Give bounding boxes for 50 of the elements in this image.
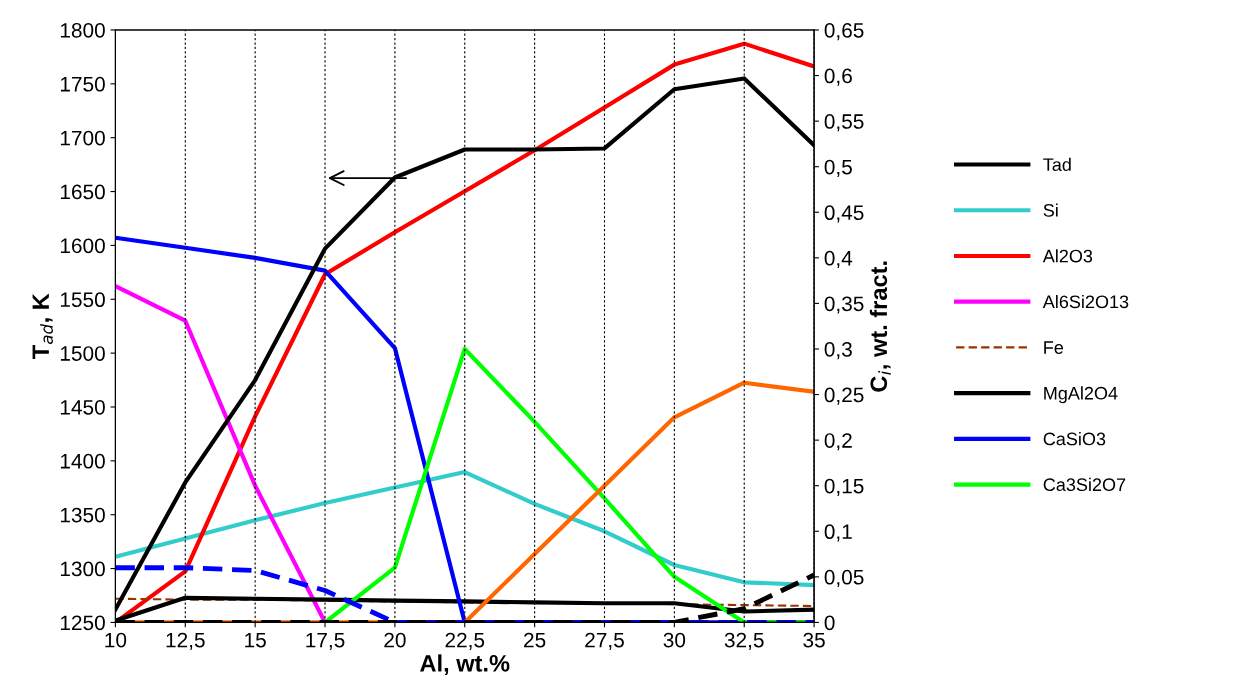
y2-tick-label: 0,4 xyxy=(824,250,853,269)
legend-label: Si xyxy=(1043,203,1058,217)
line-series xyxy=(115,469,815,588)
y-axis-title: T$_{ad}$, K xyxy=(32,293,53,359)
legend-label: MgAl2O4 xyxy=(1044,386,1118,404)
x-tick-label: 10 xyxy=(105,632,127,648)
y2-tick-label: 0,5 xyxy=(824,159,852,177)
y2-tick-label: 0,6 xyxy=(824,68,852,86)
legend-label: Al2O3 xyxy=(1042,249,1093,263)
y-tick-label: 1400 xyxy=(60,453,105,469)
x-axis-title: Al, wt.% xyxy=(420,654,510,676)
y-tick-label: 1700 xyxy=(60,130,105,146)
y2-tick-label: 0 xyxy=(824,615,835,631)
y2-tick-label: 0,15 xyxy=(824,478,864,496)
legend-label: Ca3Si2O7 xyxy=(1043,477,1126,492)
x-tick-label: 17,5 xyxy=(306,632,345,650)
x-tick-label: 20 xyxy=(384,632,406,648)
y2-tick-label: 0,25 xyxy=(824,387,864,405)
y2-tick-label: 0,05 xyxy=(824,569,864,588)
x-tick-label: 15 xyxy=(245,632,266,648)
y-tick-label: 1500 xyxy=(60,346,105,361)
legend-label: Al6Si2O13 xyxy=(1042,294,1129,309)
y-tick-label: 1550 xyxy=(60,292,105,308)
x-tick-label: 22,5 xyxy=(445,632,485,650)
y-tick-label: 1750 xyxy=(60,76,105,92)
x-tick-label: 12,5 xyxy=(166,632,205,650)
x-tick-label: 27,5 xyxy=(585,632,624,650)
y2-tick-label: 0,45 xyxy=(824,205,864,223)
y-tick-label: 1250 xyxy=(60,615,105,631)
x-tick-label: 25 xyxy=(524,632,546,648)
legend-label: CaSiO3 xyxy=(1043,432,1106,446)
x-tick-label: 30 xyxy=(663,632,686,648)
y-tick-label: 1450 xyxy=(60,399,105,415)
y2-tick-label: 0,2 xyxy=(824,433,852,451)
y-tick-label: 1600 xyxy=(60,238,105,254)
y-tick-label: 1300 xyxy=(60,561,105,577)
y2-tick-label: 0,1 xyxy=(824,524,852,542)
x-tick-label: 32,5 xyxy=(724,632,764,650)
y2-tick-label: 0,3 xyxy=(824,341,852,360)
legend-label: Tad xyxy=(1043,157,1071,172)
y2-tick-label: 0,65 xyxy=(824,22,864,41)
y-tick-label: 1800 xyxy=(60,22,105,38)
y2-axis-title: C$_{i}$, wt. fract. xyxy=(869,261,891,392)
y-tick-label: 1650 xyxy=(60,184,105,200)
x-tick-label: 35 xyxy=(803,632,825,648)
legend-label: Fe xyxy=(1044,341,1064,354)
line-series xyxy=(115,284,328,623)
y2-tick-label: 0,55 xyxy=(824,114,864,132)
y2-tick-label: 0,35 xyxy=(824,296,864,314)
y-tick-label: 1350 xyxy=(60,507,105,523)
